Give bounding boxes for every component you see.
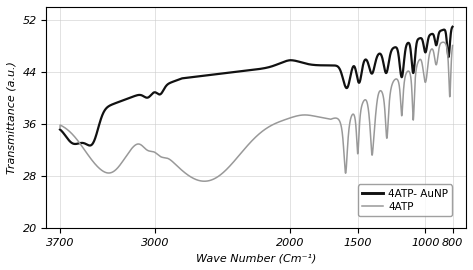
4ATP <box>208 179 213 182</box>
4ATP- AuNP <box>102 109 108 112</box>
Y-axis label: Transmittance (a.u.): Transmittance (a.u.) <box>7 61 17 174</box>
4ATP <box>400 103 405 106</box>
4ATP <box>125 152 131 155</box>
4ATP- AuNP <box>87 144 93 147</box>
4ATP <box>450 44 455 47</box>
4ATP- AuNP <box>450 25 455 28</box>
4ATP <box>442 41 448 45</box>
4ATP <box>102 170 107 174</box>
4ATP <box>440 40 446 44</box>
Legend: 4ATP- AuNP, 4ATP: 4ATP- AuNP, 4ATP <box>358 184 453 216</box>
4ATP <box>57 127 63 130</box>
4ATP- AuNP <box>57 128 63 131</box>
4ATP- AuNP <box>442 29 448 32</box>
Line: 4ATP: 4ATP <box>60 42 453 181</box>
4ATP <box>201 180 207 183</box>
4ATP- AuNP <box>400 72 405 76</box>
X-axis label: Wave Number (Cm⁻¹): Wave Number (Cm⁻¹) <box>196 253 316 263</box>
4ATP- AuNP <box>208 73 213 77</box>
4ATP- AuNP <box>225 71 230 75</box>
Line: 4ATP- AuNP: 4ATP- AuNP <box>60 27 453 146</box>
4ATP- AuNP <box>125 97 131 100</box>
4ATP <box>225 167 230 170</box>
